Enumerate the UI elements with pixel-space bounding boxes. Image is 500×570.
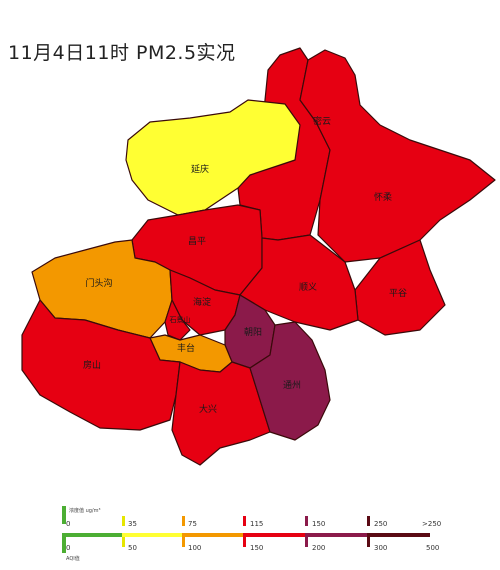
district-shijingshan[interactable] xyxy=(164,299,191,341)
label-haidian: 海淀 xyxy=(193,296,211,308)
legend-bar-medium xyxy=(243,533,305,537)
label-tongzhou: 通州 xyxy=(283,380,301,391)
legend-bar-light xyxy=(182,533,243,537)
legend-tick-heavy xyxy=(305,516,308,526)
legend-row1-tick-1: 35 xyxy=(128,520,137,528)
legend-tick-medium xyxy=(243,516,246,526)
label-shunyi: 顺义 xyxy=(299,282,317,293)
label-huairou: 怀柔 xyxy=(374,191,392,203)
label-mentougou: 门头沟 xyxy=(85,277,112,289)
label-miyun: 密云 xyxy=(313,115,331,127)
legend-row1-tick-4: 150 xyxy=(312,520,325,528)
legend-row1-tick-2: 75 xyxy=(188,520,197,528)
label-changping: 昌平 xyxy=(188,236,206,247)
district-shunyi[interactable] xyxy=(239,234,359,331)
legend-tick2-moderate xyxy=(122,537,125,547)
legend-row2-label: AQI值 xyxy=(66,555,80,562)
legend-bar-heavy xyxy=(305,533,367,537)
legend-row1-tick-6: >250 xyxy=(422,520,441,528)
district-miyun[interactable] xyxy=(299,49,496,263)
legend-row1-label: 浓度值 ug/m³ xyxy=(69,507,101,514)
label-fengtai: 丰台 xyxy=(177,342,195,354)
legend-row1-tick-3: 115 xyxy=(250,520,263,528)
legend-row1-tick-5: 250 xyxy=(374,520,387,528)
legend-row1-tick-0: 0 xyxy=(66,520,70,528)
label-daxing: 大兴 xyxy=(199,403,217,415)
legend-tick2-medium xyxy=(243,537,246,547)
legend-row2-tick-3: 150 xyxy=(250,544,263,552)
legend-tick2-light xyxy=(182,537,185,547)
legend-tick-moderate xyxy=(122,516,125,526)
map-title: 11月4日11时 PM2.5实况 xyxy=(8,42,236,64)
legend-tick2-heavy xyxy=(305,537,308,547)
label-yanqing: 延庆 xyxy=(191,163,209,175)
district-tongzhou[interactable] xyxy=(249,321,331,441)
legend-tick-light xyxy=(182,516,185,526)
label-shijingshan: 石景山 xyxy=(170,315,191,324)
beijing-district-map: 密云 怀柔 平谷 延庆 昌平 顺义 门头沟 海淀 石景山 朝阳 丰台 房山 大兴… xyxy=(21,47,496,466)
legend-bar-good xyxy=(62,533,122,537)
legend-row2-tick-5: 300 xyxy=(374,544,387,552)
legend-tick2-severe xyxy=(367,537,370,547)
district-yanqing[interactable] xyxy=(125,99,301,216)
legend-bar-moderate xyxy=(122,533,182,537)
legend-row2-tick-0: 0 xyxy=(66,544,70,552)
legend-bar-severe xyxy=(367,533,430,537)
label-chaoyang: 朝阳 xyxy=(244,327,262,338)
district-daxing[interactable] xyxy=(171,361,271,466)
legend-row2-tick-4: 200 xyxy=(312,544,325,552)
legend-row2-tick-2: 100 xyxy=(188,544,201,552)
legend-tick-good xyxy=(62,506,66,524)
legend-row2-tick-6: 500 xyxy=(426,544,439,552)
legend-row2-tick-1: 50 xyxy=(128,544,137,552)
legend-tick-severe xyxy=(367,516,370,526)
label-fangshan: 房山 xyxy=(83,359,101,371)
legend-tick2-good xyxy=(62,537,66,553)
label-pinggu: 平谷 xyxy=(389,288,407,299)
